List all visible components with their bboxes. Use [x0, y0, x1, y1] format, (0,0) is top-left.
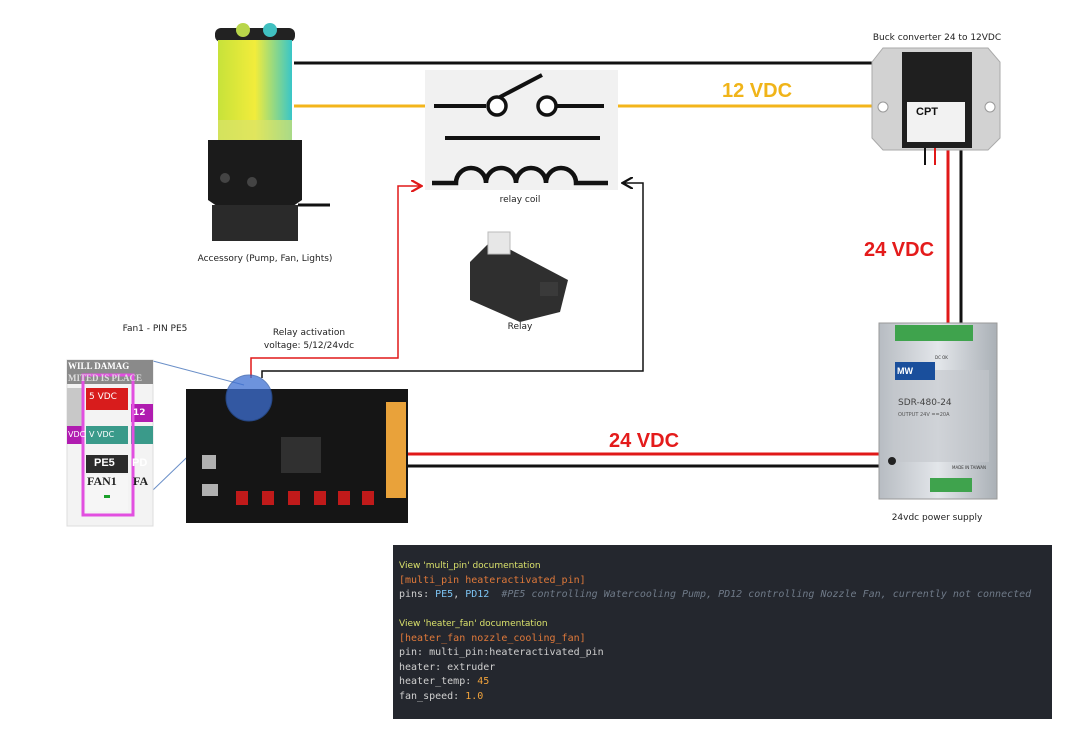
zoom-12: 12: [133, 408, 146, 418]
heater-line: heater: extruder: [399, 661, 496, 673]
doc-link-heater-fan[interactable]: View 'heater_fan' documentation: [399, 619, 548, 629]
buck-converter-image: [871, 47, 1001, 165]
relay-activation-label-2: voltage: 5/12/24vdc: [263, 341, 355, 351]
fan-speed-line: fan_speed: 1.0: [399, 690, 1052, 705]
cpt-logo: CPT: [916, 106, 938, 118]
controller-board-image: [186, 374, 408, 523]
fan-speed-value: 1.0: [465, 690, 484, 702]
accessory-label: Accessory (Pump, Fan, Lights): [197, 254, 333, 264]
pins-comment: #PE5 controlling Watercooling Pump, PD12…: [489, 589, 1032, 600]
zoom-line-top: [152, 360, 245, 386]
zoom-warning: WILL DAMAG: [68, 361, 130, 371]
psu-origin: MADE IN TAIWAN: [952, 465, 987, 470]
zoom-vdc: VDC: [68, 430, 86, 439]
wire-black-return: [261, 183, 644, 378]
pin-line: pin: multi_pin:heateractivated_pin: [399, 647, 604, 658]
zoom-5vdc: 5 VDC: [89, 392, 117, 402]
blank-line: [399, 603, 1052, 618]
heater-temp-value: 45: [477, 676, 490, 687]
wire-red-activation: [250, 186, 420, 378]
relay-label: Relay: [507, 322, 533, 332]
voltage-12vdc: 12 VDC: [722, 80, 793, 102]
zoom-fa: FA: [133, 474, 149, 488]
relay-activation-label-1: Relay activation: [272, 328, 346, 338]
voltage-24vdc-vertical: 24 VDC: [864, 239, 935, 261]
doc-link-multi-pin[interactable]: View 'multi_pin' documentation: [399, 561, 541, 571]
relay-image: [470, 231, 568, 322]
relay-coil-icon: [432, 165, 608, 186]
config-code-block: View 'multi_pin' documentation [multi_pi…: [393, 545, 1052, 719]
pins-separator: ,: [453, 589, 466, 600]
fan-speed-key: fan_speed:: [399, 690, 466, 702]
zoom-pd: PD: [132, 457, 148, 469]
voltage-24vdc-horizontal: 24 VDC: [609, 430, 680, 452]
section-heater-fan: [heater_fan nozzle_cooling_fan]: [399, 632, 586, 644]
psu-dcok: DC OK: [935, 355, 948, 360]
relay-coil-label: relay coil: [499, 195, 541, 205]
psu-model: SDR-480-24: [898, 398, 952, 408]
heater-temp-key: heater_temp:: [399, 676, 478, 687]
zoom-pe5: PE5: [94, 457, 115, 469]
pins-value-pd12: PD12: [465, 589, 490, 600]
fan1-pin-label: Fan1 - PIN PE5: [122, 324, 188, 334]
buck-converter-label: Buck converter 24 to 12VDC: [872, 33, 1002, 43]
pins-key: pins:: [399, 589, 436, 600]
pump-image: [208, 23, 330, 241]
zoom-fan1: FAN1: [87, 474, 117, 488]
zoom-vvdc: V VDC: [89, 430, 115, 439]
heater-temp-line: heater_temp: 45: [399, 675, 1052, 690]
pins-value-pe5: PE5: [435, 589, 454, 600]
psu-output: OUTPUT 24V ==20A: [898, 412, 950, 418]
power-supply-label: 24vdc power supply: [891, 513, 983, 523]
power-supply-image: [878, 322, 998, 500]
zoom-warning-2: MITED IS PLACE: [68, 373, 143, 383]
psu-brand: MW: [897, 366, 913, 376]
pins-line: pins: PE5, PD12 #PE5 controlling Waterco…: [399, 588, 1052, 603]
section-multi-pin: [multi_pin heateractivated_pin]: [399, 574, 586, 586]
zoom-header-image: [66, 359, 154, 527]
